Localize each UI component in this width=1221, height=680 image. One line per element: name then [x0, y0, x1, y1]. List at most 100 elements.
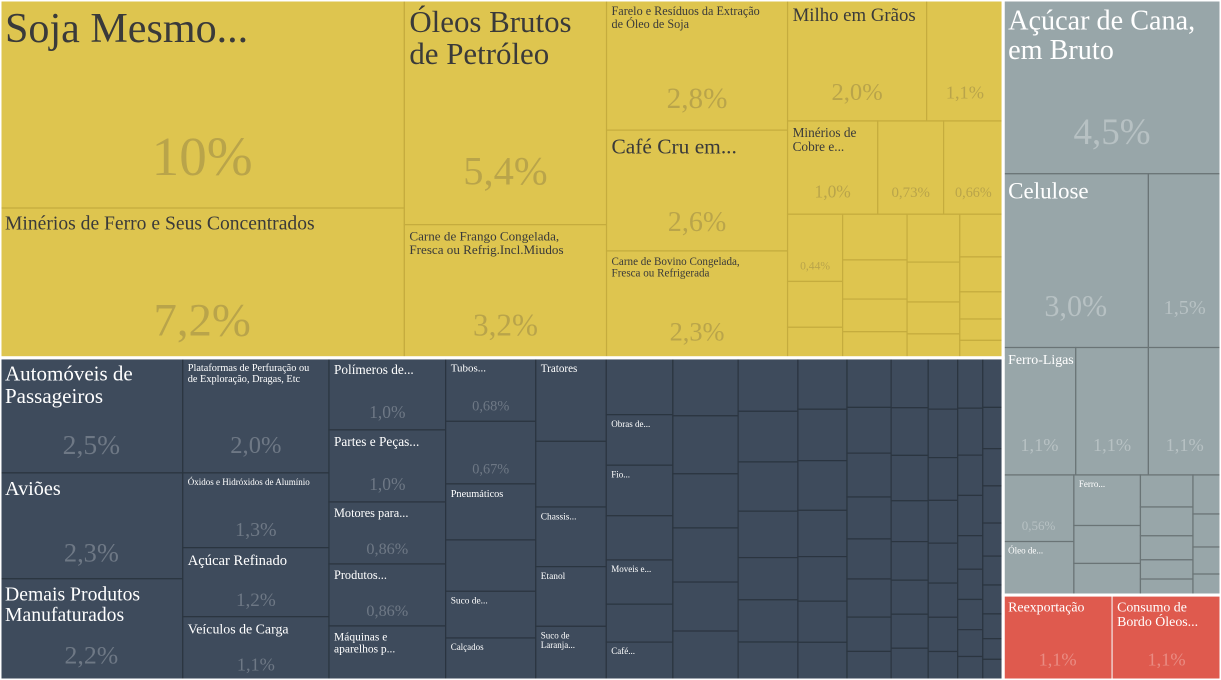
- tile: [957, 494, 984, 537]
- tile-label: Suco de Laranja...: [541, 630, 575, 650]
- tile: [445, 357, 537, 422]
- value-label: 1,3%: [235, 519, 276, 541]
- tile: [890, 454, 929, 502]
- tile: [890, 500, 929, 543]
- tile: [1073, 524, 1142, 565]
- tile: [927, 582, 959, 618]
- tile-label: Farelo e Resíduos da Extração de Óleo de…: [612, 4, 763, 31]
- value-label: 2,8%: [667, 83, 728, 115]
- tile: [328, 625, 447, 680]
- tile: [906, 333, 961, 359]
- tile-label: Consumo de Bordo Óleos...: [1117, 601, 1198, 631]
- tile: [786, 326, 844, 359]
- tile: [846, 616, 892, 653]
- tile-label: Ferro...: [1079, 479, 1105, 489]
- tile: [672, 415, 739, 475]
- tile-label: Veículos de Carga: [188, 622, 289, 637]
- value-label: 2,5%: [63, 429, 120, 460]
- tile: [1073, 562, 1142, 596]
- value-label: 0,56%: [1022, 518, 1056, 533]
- tile-label: Milho em Grãos: [793, 5, 916, 26]
- tile: [786, 280, 844, 328]
- tile: [982, 522, 1004, 557]
- tile: [927, 357, 959, 410]
- tile: [959, 213, 1004, 258]
- tile: [982, 555, 1004, 586]
- value-label: 0,66%: [955, 185, 992, 201]
- tile-label: Partes e Peças...: [334, 434, 419, 449]
- tile: [605, 357, 674, 416]
- value-label: 1,1%: [1020, 435, 1058, 455]
- tile: [906, 301, 961, 335]
- value-label: 2,0%: [831, 79, 882, 106]
- tile: [957, 598, 984, 631]
- tile: [605, 129, 789, 252]
- value-label: 1,0%: [369, 474, 405, 494]
- tile-label: Etanol: [541, 572, 566, 582]
- tile: [982, 357, 1004, 408]
- tile-label: Polímeros de...: [334, 362, 414, 377]
- tile: [1073, 474, 1142, 527]
- tile: [982, 638, 1004, 660]
- tile: [959, 291, 1004, 320]
- tile: [0, 578, 184, 680]
- tile: [445, 420, 537, 485]
- tile: [927, 616, 959, 653]
- tile: [0, 472, 184, 580]
- tile: [1139, 578, 1194, 596]
- tile: [1002, 346, 1077, 476]
- tile: [846, 496, 892, 540]
- tile: [890, 540, 929, 581]
- tile: [672, 527, 739, 583]
- tile: [737, 461, 799, 512]
- tile: [797, 556, 848, 602]
- tile: [672, 357, 739, 417]
- tile-label: Soja Mesmo...: [5, 5, 248, 52]
- tile: [737, 410, 799, 463]
- tile: [1192, 546, 1221, 575]
- tile: [737, 599, 799, 643]
- tile: [0, 357, 184, 474]
- value-label: 0,86%: [366, 602, 408, 620]
- value-label: 2,3%: [670, 316, 725, 346]
- group-border: [1001, 593, 1221, 680]
- tile-label: Calçados: [451, 642, 484, 652]
- tile: [797, 357, 848, 410]
- tile: [927, 650, 959, 680]
- tile: [957, 454, 984, 497]
- tile: [906, 213, 961, 263]
- tile-label: Tubos...: [451, 363, 487, 375]
- value-label: 1,0%: [815, 182, 851, 202]
- tile: [535, 440, 607, 508]
- tile: [982, 406, 1004, 450]
- tile: [445, 483, 537, 541]
- tile-label: Produtos...: [334, 568, 387, 582]
- tile: [672, 581, 739, 632]
- tile: [1192, 474, 1221, 515]
- value-label: 2,3%: [64, 538, 119, 568]
- tile: [1147, 173, 1221, 349]
- tile: [0, 207, 405, 359]
- tile-label: Plataformas de Perfuração ou de Exploraç…: [188, 363, 312, 385]
- tile: [1002, 474, 1075, 543]
- tile-label: Tratores: [541, 363, 578, 375]
- tile: [842, 298, 908, 333]
- tile-label: Café Cru em...: [612, 134, 737, 158]
- value-label: 0,86%: [366, 540, 408, 558]
- tile: [605, 464, 674, 517]
- tile: [926, 0, 1004, 122]
- value-label: 5,4%: [463, 149, 547, 194]
- tile: [846, 357, 892, 408]
- tile: [737, 556, 799, 601]
- tile: [605, 515, 674, 561]
- tile: [1002, 0, 1221, 175]
- tile-label: Café...: [611, 646, 635, 656]
- tile: [982, 485, 1004, 524]
- tile-label: Carne de Frango Congelada, Fresca ou Ref…: [409, 228, 563, 257]
- tile: [846, 650, 892, 680]
- tile: [943, 120, 1004, 215]
- value-label: 3,0%: [1044, 289, 1107, 323]
- tile: [535, 506, 607, 568]
- tile: [1192, 513, 1221, 548]
- tile: [182, 472, 330, 549]
